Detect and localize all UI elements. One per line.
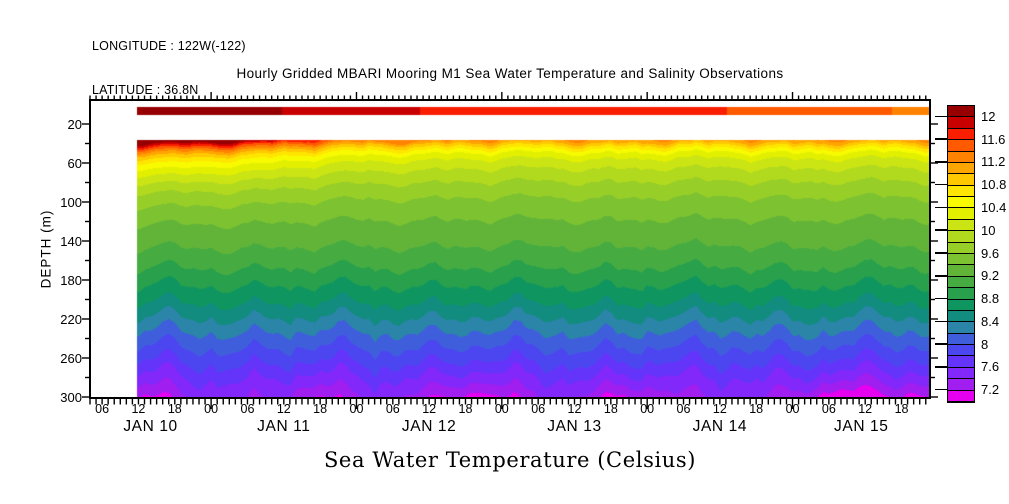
x-hour-label: 06 <box>676 402 691 416</box>
x-hour-label: 18 <box>313 402 328 416</box>
y-tick-label: 300 <box>60 389 82 405</box>
colorbar-cell <box>948 299 974 310</box>
x-hour-label: 12 <box>276 402 291 416</box>
x-hour-label: 18 <box>167 402 182 416</box>
x-hour-label: 00 <box>640 402 655 416</box>
colorbar-cell <box>948 117 974 128</box>
y-tick-label: 140 <box>60 233 82 249</box>
x-hour-label: 06 <box>385 402 400 416</box>
colorbar-label: 12 <box>981 108 996 124</box>
colorbar-label: 8.8 <box>981 291 1000 307</box>
colorbar-cell <box>948 310 974 322</box>
colorbar-tick <box>935 275 947 277</box>
x-hour-label: 00 <box>204 402 219 416</box>
latitude-label: LATITUDE : 36.8N <box>92 82 199 97</box>
colorbar-cell <box>948 379 974 390</box>
x-day-label: JAN 15 <box>834 418 889 435</box>
x-hour-label: 06 <box>240 402 255 416</box>
colorbar-tick <box>935 388 947 391</box>
colorbar-cell <box>948 390 974 401</box>
colorbar-tick <box>935 161 947 163</box>
colorbar-label: 7.6 <box>981 359 1000 375</box>
x-hour-label: 12 <box>858 402 873 416</box>
x-day-label: JAN 12 <box>401 418 457 435</box>
colorbar-label: 9.6 <box>981 245 1000 261</box>
colorbar-cell <box>948 162 974 174</box>
x-day-label: JAN 14 <box>692 418 748 435</box>
colorbar-tick <box>935 366 947 368</box>
y-tick-label: 260 <box>60 350 82 366</box>
x-hour-label: 00 <box>494 402 509 416</box>
x-day-label: JAN 10 <box>123 418 178 435</box>
colorbar-tick <box>935 343 947 345</box>
colorbar-cell <box>948 128 974 140</box>
colorbar-tick <box>935 183 947 186</box>
x-hour-label: 06 <box>531 402 546 416</box>
colorbar-cell <box>948 356 974 367</box>
y-tick-label: 20 <box>67 116 82 132</box>
x-hour-label: 12 <box>567 402 582 416</box>
colorbar-cell <box>948 242 974 253</box>
colorbar-cell <box>948 322 974 333</box>
colorbar-cell <box>948 208 974 219</box>
plot-title: Hourly Gridded MBARI Mooring M1 Sea Wate… <box>236 66 784 81</box>
colorbar-tick <box>935 252 947 254</box>
colorbar-label: 10.8 <box>981 177 1007 193</box>
colorbar-cell <box>948 265 974 276</box>
x-day-label: JAN 13 <box>547 418 602 435</box>
colorbar-tick <box>935 229 947 231</box>
colorbar-tick <box>935 138 947 140</box>
colorbar-cell <box>948 219 974 231</box>
x-hour-label: 06 <box>821 402 836 416</box>
colorbar-cell <box>948 140 974 151</box>
colorbar-cell <box>948 174 974 185</box>
longitude-label: LONGITUDE : 122W(-122) <box>92 39 246 53</box>
y-tick-label: 60 <box>67 155 82 171</box>
x-hour-label: 06 <box>95 402 110 416</box>
colorbar-cell <box>948 106 974 117</box>
y-tick-label: 220 <box>60 311 82 327</box>
colorbar <box>947 105 975 403</box>
colorbar-label: 9.2 <box>981 268 1000 284</box>
colorbar-label: 11.6 <box>981 131 1006 147</box>
x-hour-label: 18 <box>603 402 618 416</box>
y-tick-label: 100 <box>60 194 82 210</box>
x-hour-label: 18 <box>458 402 473 416</box>
colorbar-tick <box>935 297 947 300</box>
colorbar-label: 8 <box>981 336 989 352</box>
temperature-contour-field <box>90 100 930 398</box>
colorbar-cell <box>948 231 974 242</box>
colorbar-cell <box>948 288 974 299</box>
x-day-label: JAN 11 <box>257 418 311 435</box>
y-tick-label: 180 <box>60 272 82 288</box>
colorbar-label: 7.2 <box>981 382 1000 398</box>
colorbar-tick <box>935 320 947 323</box>
colorbar-label: 8.4 <box>981 313 1000 329</box>
colorbar-cell <box>948 345 974 356</box>
colorbar-cell <box>948 197 974 208</box>
x-hour-label: 12 <box>131 402 146 416</box>
x-hour-label: 18 <box>894 402 909 416</box>
colorbar-label: 10.4 <box>981 199 1007 215</box>
colorbar-cell <box>948 367 974 379</box>
x-hour-label: 12 <box>712 402 727 416</box>
colorbar-tick <box>935 206 947 209</box>
colorbar-cell <box>948 254 974 265</box>
x-hour-label: 00 <box>349 402 364 416</box>
colorbar-tick <box>935 115 947 118</box>
colorbar-label: 10 <box>981 222 996 238</box>
colorbar-cell <box>948 151 974 162</box>
x-hour-label: 12 <box>422 402 437 416</box>
colorbar-cell <box>948 276 974 288</box>
x-axis-title: Sea Water Temperature (Celsius) <box>323 448 697 472</box>
colorbar-label: 11.2 <box>981 154 1006 170</box>
colorbar-cell <box>948 333 974 345</box>
x-hour-label: 18 <box>749 402 764 416</box>
x-hour-label: 00 <box>785 402 800 416</box>
colorbar-cell <box>948 185 974 197</box>
